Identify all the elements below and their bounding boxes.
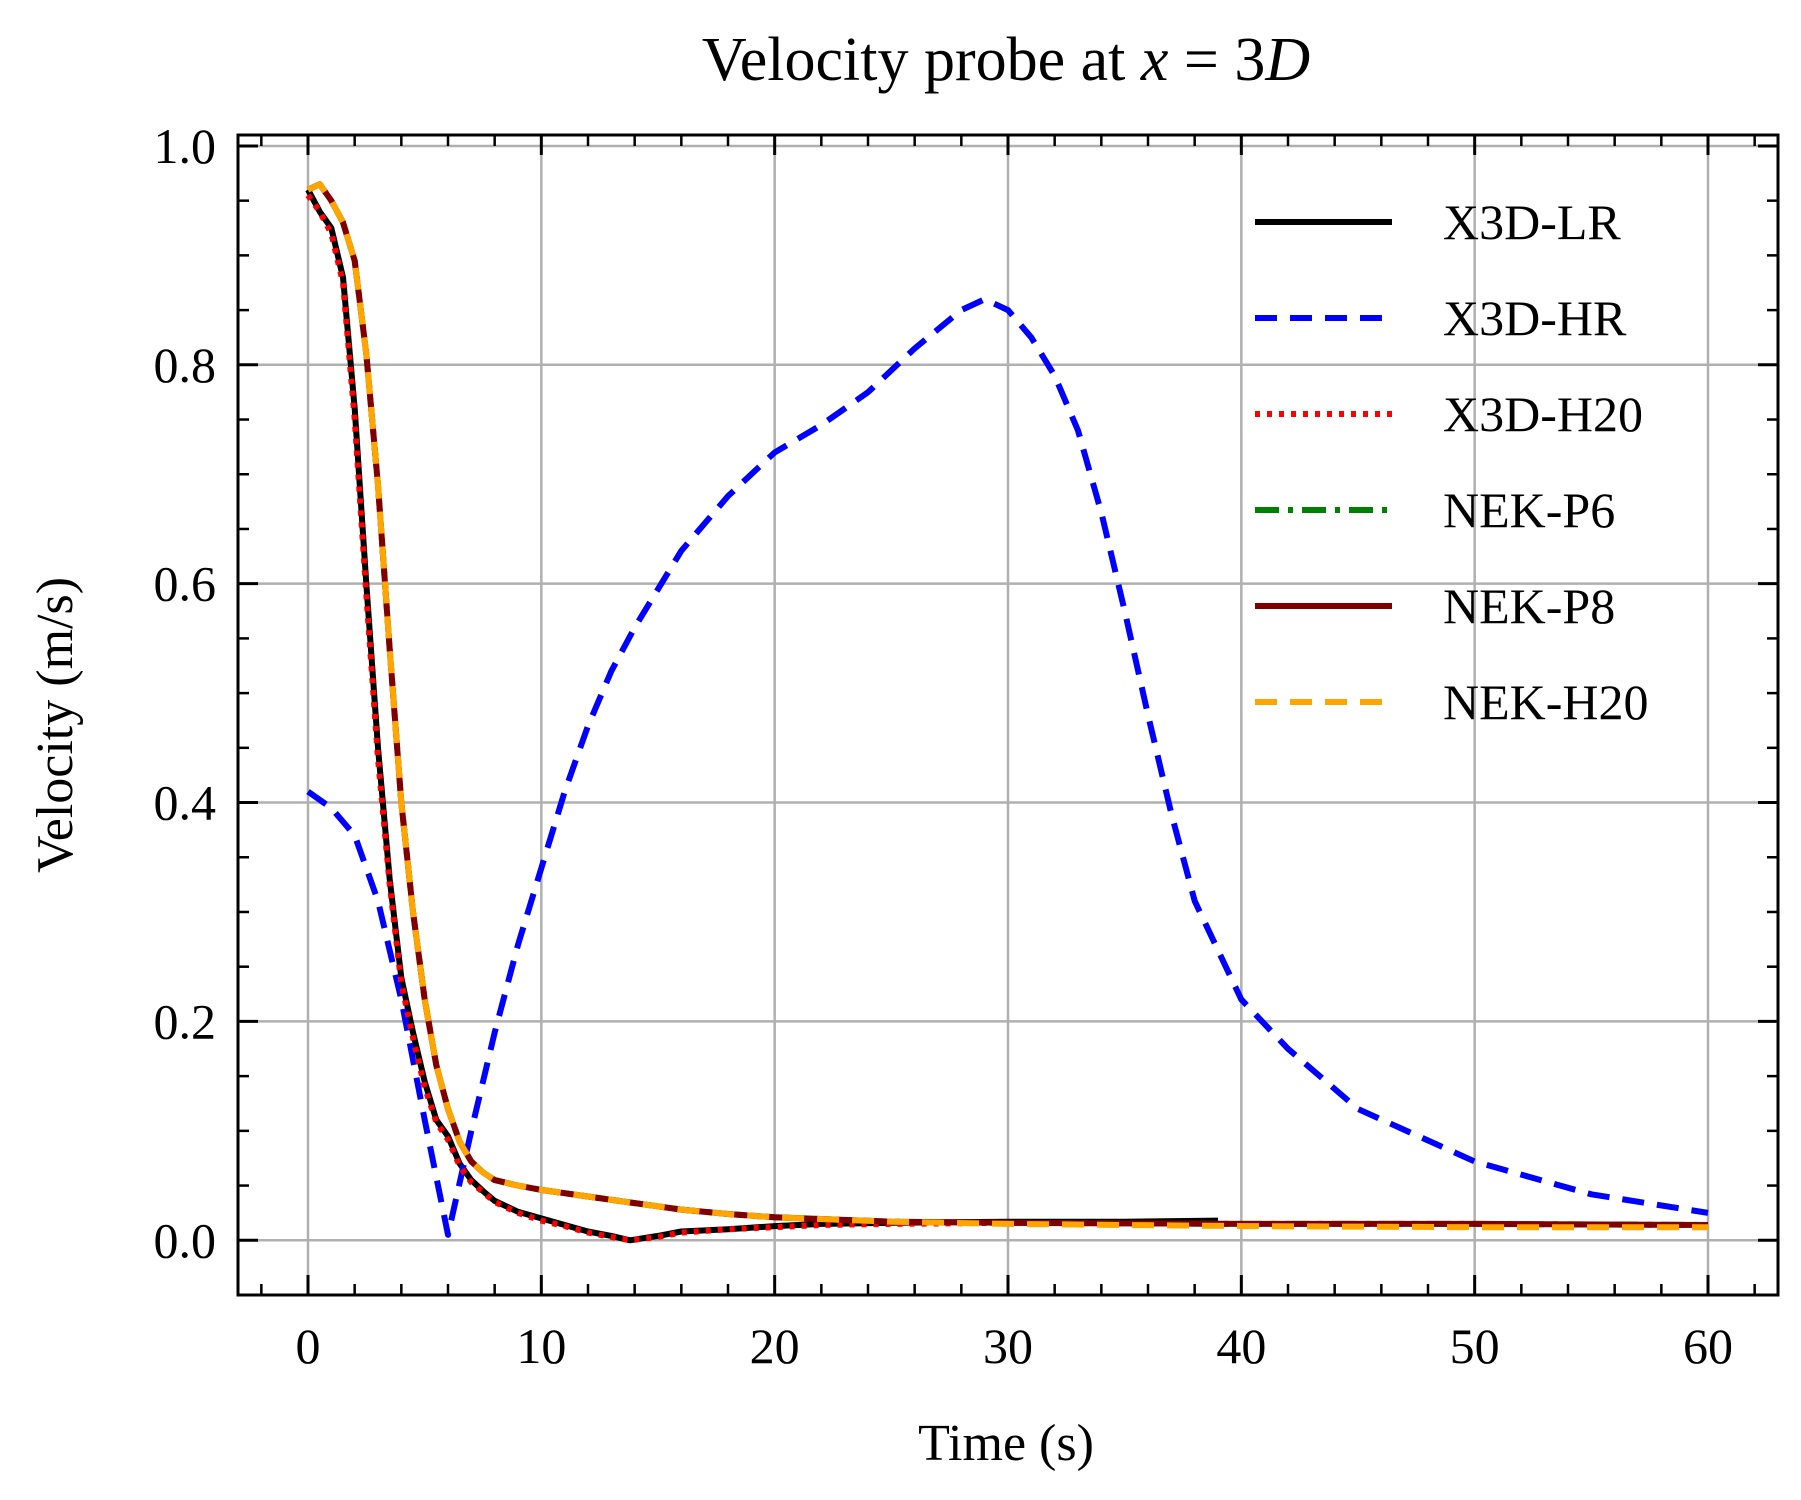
legend-entry: NEK-H20 xyxy=(1255,674,1649,730)
tick-labels: 0 10 20 30 40 50 60 0.0 0.2 0.4 0.6 0.8 1.0 xyxy=(154,118,1734,1374)
x-tick-label: 30 xyxy=(983,1318,1033,1374)
chart-title-var2: D xyxy=(1264,26,1310,94)
series-line-x3d-hr xyxy=(306,296,1709,1238)
x-tick-label: 60 xyxy=(1683,1318,1733,1374)
series-line-x3d-h20 xyxy=(305,193,1009,1244)
chart-title-var: x xyxy=(1140,26,1169,94)
legend-label: NEK-P6 xyxy=(1443,482,1615,538)
legend-entry: X3D-LR xyxy=(1255,194,1621,250)
x-tick-label: 20 xyxy=(750,1318,800,1374)
plot-frame xyxy=(236,133,1780,1297)
series-layer xyxy=(305,181,1709,1244)
legend: X3D-LR X3D-HR X3D-H20 NEK-P6 NEK-P8 NEK-H20 xyxy=(1255,194,1649,730)
legend-label: X3D-LR xyxy=(1443,194,1621,250)
series-line-nek-h20 xyxy=(306,181,1708,1231)
legend-label: X3D-HR xyxy=(1443,290,1627,346)
legend-entry: X3D-HR xyxy=(1255,290,1627,346)
x-tick-label: 0 xyxy=(296,1318,321,1374)
y-tick-label: 0.0 xyxy=(154,1212,217,1268)
legend-entry: X3D-H20 xyxy=(1255,386,1643,442)
x-axis-label: Time (s) xyxy=(918,1415,1094,1472)
x-tick-label: 40 xyxy=(1216,1318,1266,1374)
x-tick-label: 50 xyxy=(1450,1318,1500,1374)
chart-title-text: Velocity probe at xyxy=(702,26,1141,94)
y-tick-label: 1.0 xyxy=(154,118,217,174)
y-tick-label: 0.4 xyxy=(154,775,217,831)
y-tick-label: 0.8 xyxy=(154,337,217,393)
series-line-x3d-lr xyxy=(305,188,1219,1244)
y-tick-label: 0.2 xyxy=(154,993,217,1049)
y-tick-label: 0.6 xyxy=(154,556,217,612)
legend-label: NEK-H20 xyxy=(1443,674,1649,730)
x-tick-label: 10 xyxy=(516,1318,566,1374)
legend-label: NEK-P8 xyxy=(1443,578,1615,634)
legend-entry: NEK-P8 xyxy=(1255,578,1615,634)
chart-title-eq: = 3 xyxy=(1168,26,1265,94)
legend-entry: NEK-P6 xyxy=(1255,482,1615,538)
chart-title: Velocity probe at x = 3D xyxy=(702,26,1310,94)
y-axis-label: Velocity (m/s) xyxy=(27,577,84,873)
legend-label: X3D-H20 xyxy=(1443,386,1643,442)
